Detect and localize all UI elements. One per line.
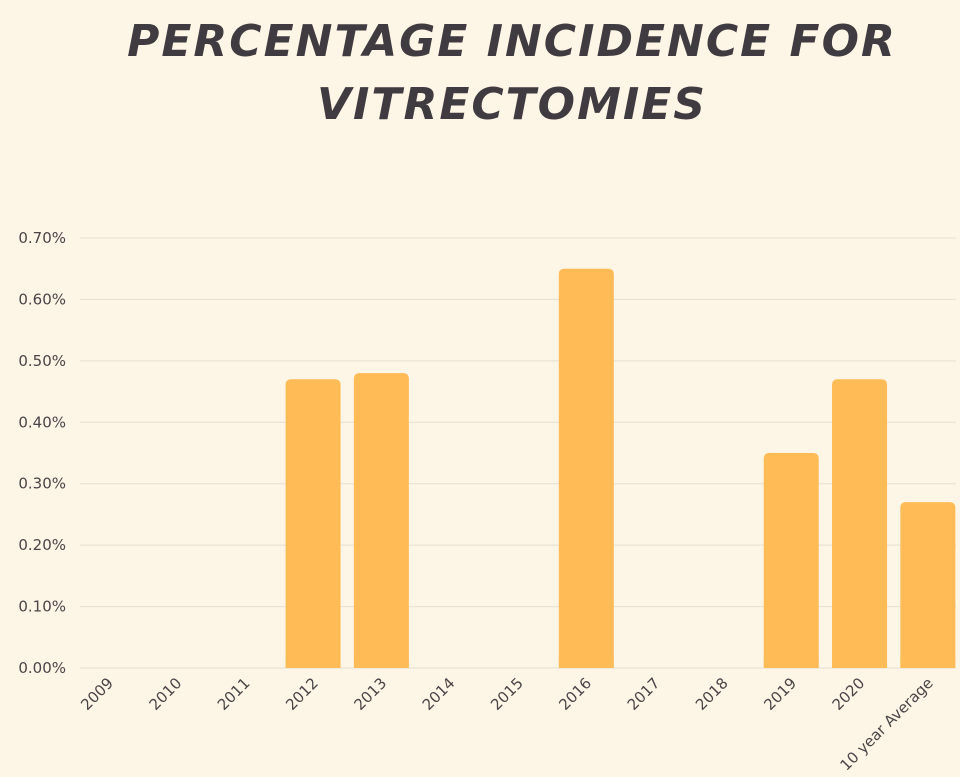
- bar-base: [558, 662, 614, 668]
- y-tick-label: 0.00%: [18, 659, 66, 677]
- y-tick-label: 0.30%: [18, 475, 66, 493]
- bar: [900, 502, 956, 668]
- bar-base: [900, 662, 956, 668]
- bar: [763, 453, 819, 668]
- bar: [285, 379, 341, 668]
- bar-base: [832, 662, 888, 668]
- y-tick-label: 0.40%: [18, 413, 66, 431]
- bar: [558, 268, 614, 668]
- bar: [353, 373, 409, 668]
- chart-title: PERCENTAGE INCIDENCE FOR: [127, 16, 897, 67]
- y-tick-label: 0.60%: [18, 290, 66, 308]
- bar-base: [285, 662, 341, 668]
- bar-base: [353, 662, 409, 668]
- y-tick-label: 0.50%: [18, 352, 66, 370]
- y-tick-label: 0.70%: [18, 229, 66, 247]
- chart-title: VITRECTOMIES: [317, 79, 707, 130]
- y-tick-label: 0.10%: [18, 598, 66, 616]
- bar: [832, 379, 888, 668]
- bar-base: [763, 662, 819, 668]
- y-tick-label: 0.20%: [18, 536, 66, 554]
